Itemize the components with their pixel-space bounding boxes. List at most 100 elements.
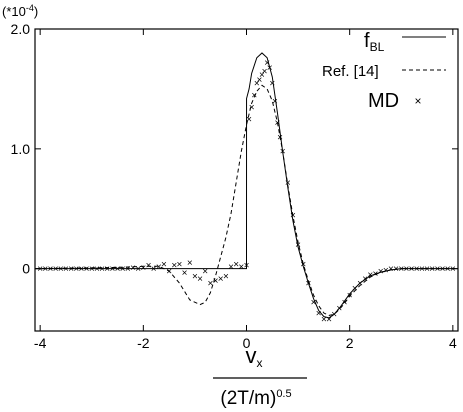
md-point: × [192, 271, 198, 282]
md-point: × [140, 263, 146, 274]
md-point: × [218, 274, 224, 285]
md-point: × [259, 70, 265, 81]
md-point: × [305, 279, 311, 290]
y-tick-label: 2.0 [11, 21, 31, 37]
md-point: × [262, 66, 268, 77]
md-point: × [311, 298, 317, 309]
md-point: × [68, 264, 74, 275]
md-point: × [347, 291, 353, 302]
x-axis: -4 -2 0 2 4 [34, 29, 457, 351]
md-point: × [383, 265, 389, 276]
md-point: × [58, 264, 64, 275]
md-point: × [244, 261, 250, 272]
md-point: × [120, 264, 126, 275]
md-point: × [373, 269, 379, 280]
md-point: × [285, 178, 291, 189]
md-point: × [94, 264, 100, 275]
md-point: × [398, 264, 404, 275]
md-point: × [130, 263, 136, 274]
md-point: × [187, 258, 193, 269]
md-point: × [331, 310, 337, 321]
md-point: × [300, 259, 306, 270]
md-point: × [207, 279, 213, 290]
legend-label-fbl: fBL [364, 30, 385, 54]
md-point: × [342, 298, 348, 309]
md-point: × [177, 259, 183, 270]
md-point: × [362, 274, 368, 285]
md-point: × [267, 63, 273, 74]
md-point: × [156, 262, 162, 273]
md-point: × [89, 264, 95, 275]
x-axis-label-denominator: (2T/m)0.5 [220, 388, 291, 409]
y-tick-label: 0 [22, 261, 30, 277]
md-point: × [251, 90, 257, 101]
series-line-ref14 [34, 84, 458, 316]
x-tick-label: 0 [243, 335, 251, 351]
md-point: × [254, 78, 260, 89]
md-point: × [166, 267, 172, 278]
md-point: × [109, 264, 115, 275]
md-point: × [264, 58, 270, 69]
md-point: × [336, 304, 342, 315]
md-point: × [125, 264, 131, 275]
md-point: × [151, 264, 157, 275]
md-point: × [275, 118, 281, 129]
md-point: × [238, 262, 244, 273]
legend-label-ref: Ref. [14] [322, 63, 379, 80]
md-point: × [269, 78, 275, 89]
legend-label-md: MD [368, 90, 399, 112]
x-tick-label: -4 [34, 335, 47, 351]
md-point: × [440, 264, 446, 275]
md-point: × [256, 75, 262, 86]
md-point: × [434, 264, 440, 275]
md-point: × [280, 147, 286, 158]
md-point: × [182, 268, 188, 279]
md-point: × [171, 261, 177, 272]
x-tick-label: 2 [346, 335, 354, 351]
x-tick-label: -2 [137, 335, 150, 351]
md-point: × [63, 264, 69, 275]
md-point: × [84, 264, 90, 275]
md-point: × [352, 283, 358, 294]
plot-content: × × × × × × × × × × × × × × × × × × × × × × × × ××× ×××× ××× × × ×× × ×… [34, 52, 458, 326]
md-point: × [228, 262, 234, 273]
y-axis: 0 1.0 2.0 [11, 21, 458, 277]
md-point: × [272, 96, 278, 107]
md-point: × [388, 264, 394, 275]
md-point: × [409, 264, 415, 275]
md-point: × [393, 264, 399, 275]
md-point: × [450, 264, 456, 275]
md-point: × [277, 132, 283, 143]
md-point: × [249, 102, 255, 113]
x-tick-label: 4 [449, 335, 457, 351]
md-point: × [414, 264, 420, 275]
series-line-fbl [35, 52, 458, 319]
md-point: × [290, 210, 296, 221]
axis-multiplier: (*10-4) [2, 3, 38, 19]
md-point: × [48, 264, 54, 275]
md-point: × [161, 259, 167, 270]
md-point: × [42, 264, 48, 275]
md-point: × [135, 264, 141, 275]
x-axis-label: vx (2T/m)0.5 [213, 343, 307, 409]
md-point: × [321, 315, 327, 326]
md-point: × [53, 264, 59, 275]
md-point: × [233, 259, 239, 270]
md-point: × [367, 270, 373, 281]
md-point: × [197, 274, 203, 285]
legend-swatch-md: × [414, 94, 421, 108]
md-point: × [445, 264, 451, 275]
md-point: × [73, 264, 79, 275]
md-point: × [246, 114, 252, 125]
x-axis-label-numerator: vx [246, 343, 263, 370]
md-point: × [104, 264, 110, 275]
md-point: × [223, 271, 229, 282]
md-point: × [424, 264, 430, 275]
md-point: × [403, 264, 409, 275]
md-point: × [419, 264, 425, 275]
md-point: × [115, 264, 121, 275]
md-point: × [295, 240, 301, 251]
md-point: × [146, 261, 152, 272]
md-point: × [378, 267, 384, 278]
